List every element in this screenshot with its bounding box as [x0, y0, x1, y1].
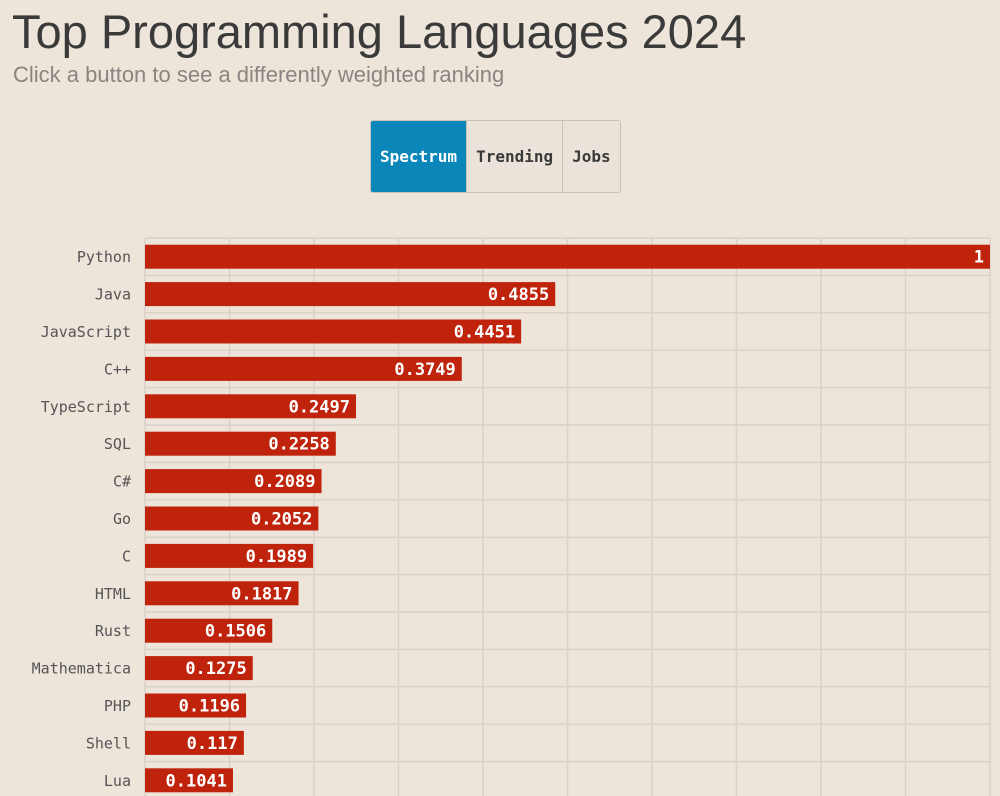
- y-tick-label: Rust: [95, 622, 131, 640]
- title: Top Programming Languages 2024: [12, 5, 747, 58]
- button-group: Spectrum Trending Jobs: [370, 120, 621, 193]
- y-tick-label: Java: [95, 286, 131, 304]
- trending-button[interactable]: Trending: [466, 121, 563, 192]
- bar: [145, 506, 319, 531]
- value-label: 0.1041: [166, 771, 227, 791]
- bar: [145, 581, 299, 606]
- value-label: 0.2497: [289, 397, 350, 417]
- bar: [145, 656, 253, 681]
- value-label: 0.4451: [454, 323, 515, 343]
- y-tick-label: Mathematica: [32, 660, 131, 678]
- value-label: 0.4855: [488, 285, 549, 305]
- value-label: 0.1817: [231, 584, 292, 604]
- y-tick-label: Go: [113, 510, 131, 528]
- value-label: 1: [974, 248, 984, 268]
- value-label: 0.1989: [246, 547, 307, 567]
- bar: [145, 543, 314, 568]
- y-tick-label: Shell: [86, 734, 131, 752]
- value-label: 0.2052: [251, 510, 312, 530]
- jobs-button[interactable]: Jobs: [562, 121, 620, 192]
- value-label: 0.3749: [394, 360, 455, 380]
- bar: [145, 394, 356, 419]
- y-tick-label: PHP: [104, 697, 131, 715]
- bar: [145, 244, 990, 269]
- subtitle: Click a button to see a differently weig…: [13, 62, 505, 87]
- y-tick-label: C++: [104, 360, 131, 378]
- value-label: 0.1196: [179, 697, 240, 717]
- y-tick-label: TypeScript: [41, 398, 131, 416]
- y-tick-label: C#: [113, 473, 131, 491]
- bar: [145, 469, 322, 494]
- bar: [145, 319, 522, 344]
- y-tick-label: SQL: [104, 435, 131, 453]
- spectrum-button[interactable]: Spectrum: [371, 121, 467, 192]
- value-label: 0.117: [187, 734, 238, 754]
- y-tick-label: Python: [77, 248, 131, 266]
- value-label: 0.2258: [268, 435, 329, 455]
- bar: [145, 768, 233, 793]
- bar: [145, 356, 462, 381]
- y-tick-label: HTML: [95, 585, 131, 603]
- y-tick-label: C: [122, 547, 131, 565]
- bar: [145, 282, 556, 307]
- value-label: 0.1275: [185, 659, 246, 679]
- bar: [145, 693, 247, 718]
- bar: [145, 730, 244, 755]
- value-label: 0.2089: [254, 472, 315, 492]
- y-tick-label: Lua: [104, 772, 131, 790]
- y-tick-label: JavaScript: [41, 323, 131, 341]
- value-label: 0.1506: [205, 622, 266, 642]
- bar: [145, 431, 336, 456]
- bar: [145, 618, 273, 643]
